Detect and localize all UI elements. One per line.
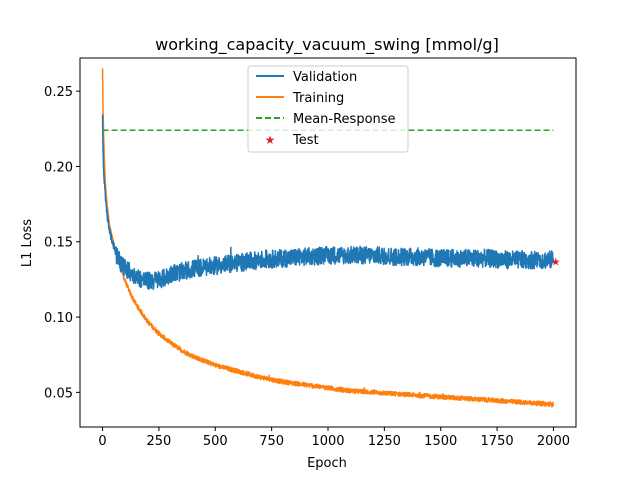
x-tick-label: 1250: [368, 434, 401, 449]
y-axis-ticks: 0.05 0.10 0.15 0.20 0.25: [44, 85, 80, 401]
chart-title: working_capacity_vacuum_swing [mmol/g]: [155, 35, 499, 55]
x-axis-label: Epoch: [307, 456, 347, 471]
legend-validation-label: Validation: [293, 70, 357, 85]
x-tick-label: 250: [146, 434, 171, 449]
x-axis-ticks: 0 250 500 750 1000 1250 1500 1750 2000: [98, 427, 570, 449]
x-tick-label: 1500: [424, 434, 457, 449]
y-tick-label: 0.05: [44, 386, 73, 401]
y-axis-label: L1 Loss: [20, 219, 35, 267]
y-tick-label: 0.25: [44, 85, 73, 100]
x-tick-label: 0: [98, 434, 106, 449]
x-tick-label: 750: [259, 434, 284, 449]
y-tick-label: 0.15: [44, 236, 73, 251]
series-point-test: ★: [551, 255, 561, 268]
legend-box: [247, 65, 409, 153]
y-tick-label: 0.20: [44, 160, 73, 175]
legend-training-label: Training: [292, 91, 344, 106]
legend-test-label: Test: [292, 133, 319, 148]
legend: Validation Training Mean-Response ★ Test: [247, 65, 409, 153]
y-tick-label: 0.10: [44, 311, 73, 326]
x-tick-label: 1000: [311, 434, 344, 449]
legend-mean-response-label: Mean-Response: [293, 112, 396, 127]
x-tick-label: 2000: [537, 434, 570, 449]
x-tick-label: 1750: [481, 434, 514, 449]
series-line-training: [101, 68, 554, 408]
x-tick-label: 500: [203, 434, 228, 449]
legend-test-marker: ★: [265, 133, 276, 147]
series-line-validation: [101, 114, 555, 291]
